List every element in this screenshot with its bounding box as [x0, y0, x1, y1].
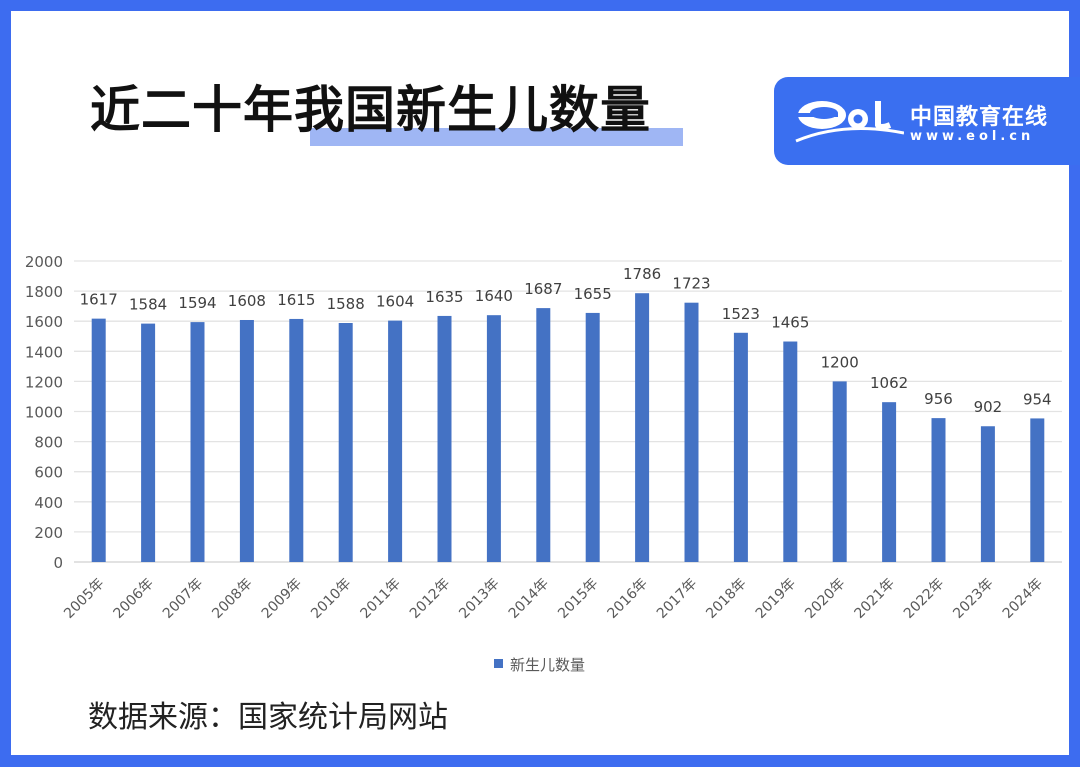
x-tick-label: 2016年	[605, 576, 651, 622]
x-tick-label: 2014年	[506, 576, 552, 622]
y-tick-label: 2000	[25, 253, 63, 271]
y-tick-label: 1000	[25, 404, 63, 422]
data-label: 1604	[376, 293, 414, 311]
y-tick-label: 200	[34, 524, 63, 542]
bar	[338, 323, 353, 562]
data-label: 1617	[80, 291, 118, 309]
data-label: 1786	[623, 265, 661, 283]
bar	[141, 323, 156, 562]
y-tick-label: 1600	[25, 313, 63, 331]
x-tick-label: 2005年	[61, 576, 107, 622]
bar	[91, 318, 106, 562]
x-tick-label: 2021年	[852, 576, 898, 622]
bar	[980, 426, 995, 562]
data-label: 1523	[722, 305, 760, 323]
bar	[1030, 418, 1045, 562]
x-tick-label: 2023年	[950, 576, 996, 622]
y-tick-label: 0	[53, 554, 63, 572]
x-tick-label: 2020年	[802, 576, 848, 622]
bar	[684, 302, 699, 562]
data-label: 956	[924, 390, 953, 408]
bar	[783, 341, 798, 562]
data-label: 1687	[524, 280, 562, 298]
x-tick-label: 2009年	[259, 576, 305, 622]
legend-swatch	[494, 659, 503, 668]
bar	[239, 319, 254, 562]
legend-label: 新生儿数量	[510, 656, 585, 674]
y-tick-label: 1400	[25, 343, 63, 361]
bar	[931, 418, 946, 562]
eol-logo: 中国教育在线 www.eol.cn	[774, 77, 1080, 165]
x-tick-label: 2006年	[111, 576, 157, 622]
logo-url: www.eol.cn	[910, 129, 1035, 144]
y-tick-label: 400	[34, 494, 63, 512]
bar	[437, 315, 452, 562]
bar	[486, 315, 501, 562]
data-label: 1655	[574, 285, 612, 303]
bar	[190, 322, 205, 562]
y-tick-label: 1200	[25, 373, 63, 391]
x-tick-label: 2008年	[209, 576, 255, 622]
data-label: 1723	[672, 275, 710, 293]
data-label: 1615	[277, 291, 315, 309]
bar	[289, 318, 304, 562]
data-label: 1465	[771, 314, 809, 332]
x-tick-label: 2017年	[654, 576, 700, 622]
data-label: 1608	[228, 292, 266, 310]
bar	[733, 332, 748, 562]
x-tick-label: 2015年	[555, 576, 601, 622]
x-tick-label: 2007年	[160, 576, 206, 622]
data-label: 902	[974, 398, 1003, 416]
bar	[536, 308, 551, 562]
bar	[388, 320, 403, 562]
data-label: 1584	[129, 296, 167, 314]
x-tick-label: 2012年	[407, 576, 453, 622]
eol-logo-mark-icon	[795, 101, 904, 143]
y-tick-label: 800	[34, 434, 63, 452]
y-tick-label: 600	[34, 464, 63, 482]
title-highlight	[310, 128, 683, 146]
x-tick-label: 2013年	[456, 576, 502, 622]
data-label: 1640	[475, 287, 513, 305]
x-tick-label: 2024年	[1000, 576, 1046, 622]
bar	[882, 402, 897, 562]
x-tick-label: 2019年	[753, 576, 799, 622]
bar-chart: 0 200 400 600 800 1000 1200 1400 1600 1800 2000 161…	[25, 253, 1062, 674]
x-tick-label: 2022年	[901, 576, 947, 622]
bar	[832, 381, 847, 562]
x-tick-label: 2010年	[308, 576, 354, 622]
x-tick-label: 2018年	[703, 576, 749, 622]
data-label: 1635	[425, 288, 463, 306]
logo-name: 中国教育在线	[910, 105, 1049, 130]
data-label: 1062	[870, 374, 908, 392]
bar	[635, 293, 650, 562]
title-block: 近二十年我国新生儿数量	[90, 72, 683, 152]
data-label: 1588	[327, 295, 365, 313]
bar	[585, 312, 600, 562]
x-tick-label: 2011年	[358, 576, 404, 622]
data-label: 954	[1023, 390, 1052, 408]
data-label: 1200	[821, 353, 859, 371]
page-title: 近二十年我国新生儿数量	[90, 81, 651, 139]
data-source: 数据来源：国家统计局网站	[88, 700, 448, 735]
y-tick-label: 1800	[25, 283, 63, 301]
data-label: 1594	[178, 294, 216, 312]
